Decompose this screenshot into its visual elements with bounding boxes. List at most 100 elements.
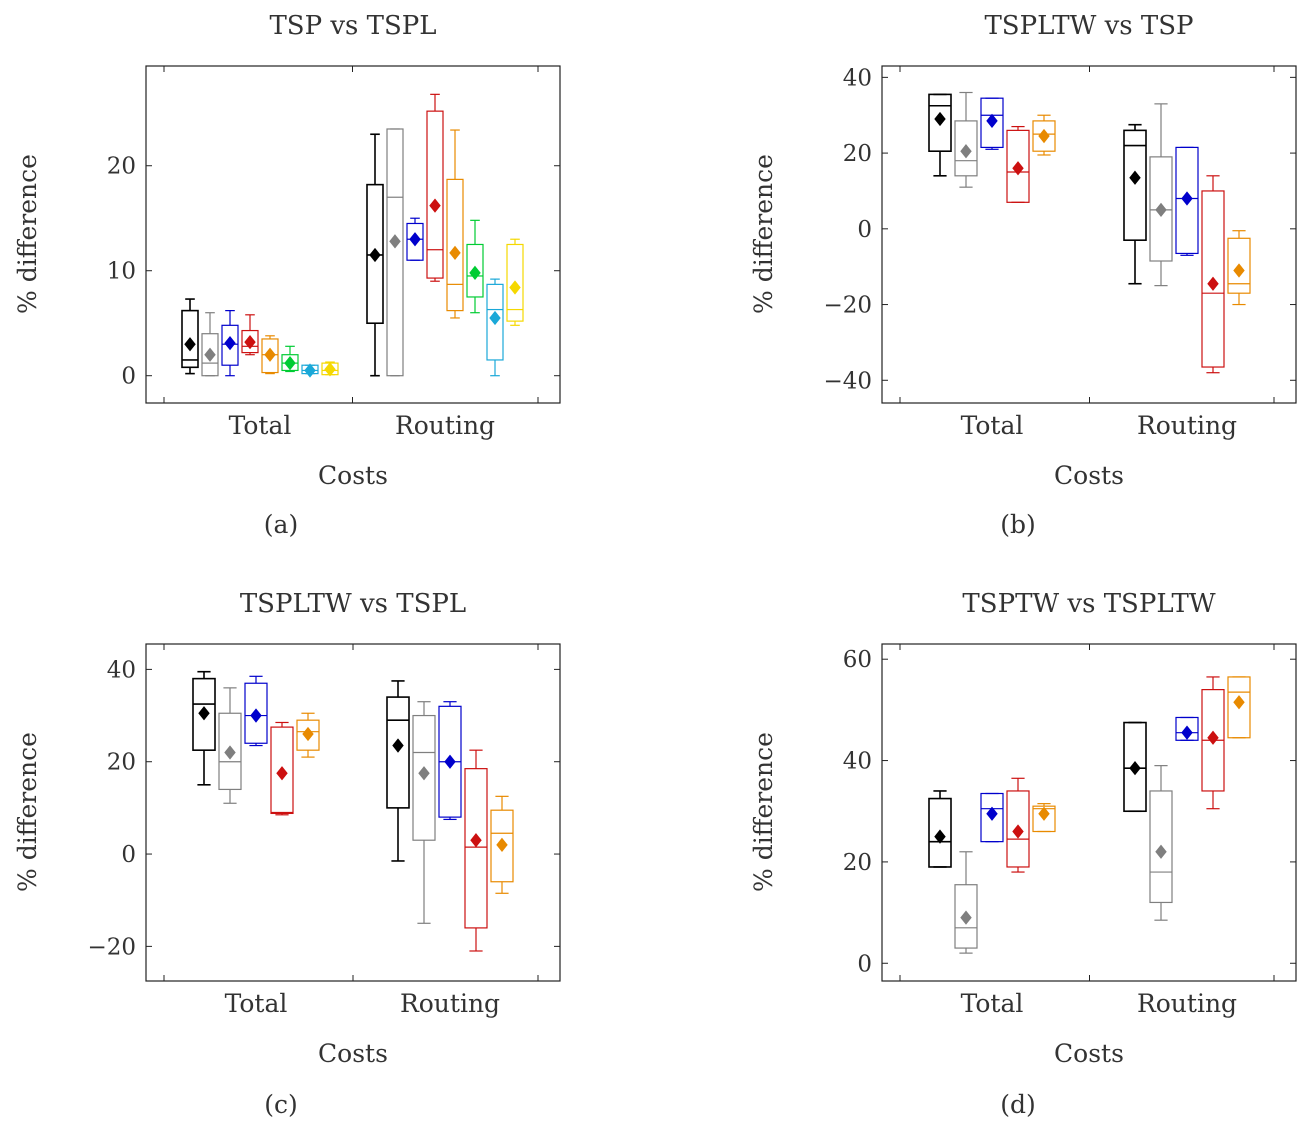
chart-title: TSP vs TSPL: [269, 11, 436, 41]
mean-marker: [1012, 161, 1024, 176]
mean-marker: [304, 363, 316, 378]
box-iqr: [221, 324, 239, 366]
box-iqr: [954, 884, 978, 949]
y-tick-label: 40: [107, 657, 136, 683]
y-tick-label: 20: [843, 141, 872, 167]
mean-marker: [302, 726, 314, 742]
box-iqr: [486, 283, 504, 361]
box-iqr: [1175, 146, 1199, 255]
y-tick-label: 20: [107, 154, 136, 180]
box-iqr: [928, 93, 952, 152]
y-tick-label: 0: [857, 951, 872, 977]
box-total-5: [1032, 114, 1056, 156]
y-tick-label: 20: [107, 750, 136, 776]
box-iqr: [386, 696, 410, 809]
mean-marker: [986, 113, 998, 129]
box-routing-2: [412, 701, 436, 924]
y-tick-label: 60: [843, 647, 872, 673]
x-axis-label: Costs: [1054, 1039, 1124, 1068]
mean-marker: [1012, 824, 1024, 839]
mean-marker: [184, 337, 196, 352]
box-iqr: [1006, 129, 1030, 203]
box-total-3: [221, 310, 239, 377]
mean-marker: [1038, 806, 1050, 821]
box-routing-1: [1123, 123, 1147, 285]
box-iqr: [406, 222, 424, 261]
category-label-routing: Routing: [400, 989, 500, 1018]
mean-marker: [1181, 725, 1193, 740]
y-tick-label: 10: [107, 259, 136, 285]
mean-marker: [369, 247, 381, 263]
x-axis-label: Costs: [1054, 461, 1124, 490]
mean-marker: [409, 232, 421, 247]
box-iqr: [386, 128, 404, 377]
box-iqr: [954, 120, 978, 177]
category-label-total: Total: [225, 989, 288, 1018]
mean-marker: [418, 766, 430, 781]
box-iqr: [464, 768, 488, 929]
box-iqr: [1149, 156, 1173, 262]
box-routing-1: [1123, 721, 1147, 813]
box-iqr: [1227, 237, 1251, 294]
box-iqr: [241, 329, 259, 354]
box-iqr: [218, 712, 242, 791]
mean-marker: [250, 708, 262, 723]
box-routing-4: [1201, 175, 1225, 374]
mean-marker: [198, 706, 210, 721]
mean-marker: [429, 198, 441, 213]
box-routing-8: [506, 238, 524, 326]
y-axis-label: % difference: [749, 732, 778, 892]
box-iqr: [1175, 716, 1199, 741]
mean-marker: [1129, 761, 1141, 776]
y-axis-label: % difference: [13, 732, 42, 892]
mean-marker: [1038, 128, 1050, 144]
subfigure-caption: (b): [1000, 510, 1036, 539]
box-iqr: [261, 338, 279, 374]
chart-title: TSPTW vs TSPLTW: [962, 589, 1215, 619]
y-tick-label: −20: [823, 293, 872, 319]
mean-marker: [276, 766, 288, 781]
box-iqr: [1227, 676, 1251, 739]
box-total-4: [1006, 125, 1030, 203]
category-label-total: Total: [229, 411, 292, 440]
subfigure-caption: (d): [1000, 1090, 1036, 1119]
mean-marker: [934, 111, 946, 127]
category-label-routing: Routing: [1137, 411, 1237, 440]
mean-marker: [934, 829, 946, 844]
box-total-2: [201, 312, 219, 377]
box-routing-2: [1149, 765, 1173, 921]
plot-frame: [145, 643, 561, 982]
box-total-5: [1032, 803, 1056, 833]
y-tick-label: 0: [121, 842, 136, 868]
y-tick-label: 40: [843, 749, 872, 775]
mean-marker: [986, 806, 998, 821]
mean-marker: [1155, 844, 1167, 859]
mean-marker: [224, 336, 236, 351]
box-total-4: [270, 721, 294, 816]
category-label-routing: Routing: [1137, 989, 1237, 1018]
mean-marker: [1233, 695, 1245, 710]
box-iqr: [181, 309, 199, 369]
mean-marker: [1207, 276, 1219, 291]
mean-marker: [469, 265, 481, 280]
box-total-1: [192, 670, 216, 786]
mean-marker: [1129, 170, 1141, 185]
subfigure-caption: (a): [264, 510, 298, 539]
subfigure-caption: (c): [264, 1090, 298, 1119]
plot-area: 0 20 40 60: [843, 643, 1297, 982]
mean-marker: [264, 347, 276, 362]
box-iqr: [980, 792, 1004, 843]
mean-marker: [1155, 202, 1167, 218]
box-iqr: [466, 243, 484, 298]
box-iqr: [1123, 129, 1147, 241]
y-axis-label: % difference: [749, 154, 778, 314]
box-routing-3: [438, 701, 462, 821]
box-iqr: [192, 677, 216, 751]
chart-title: TSPLTW vs TSPL: [240, 589, 466, 619]
y-tick-label: 0: [857, 217, 872, 243]
mean-marker: [496, 837, 508, 852]
plot-area: 0 10 20: [107, 65, 561, 404]
mean-marker: [204, 347, 216, 362]
panel-a: TSP vs TSPL 0 10 20 Total Routing Costs % …: [13, 11, 561, 539]
